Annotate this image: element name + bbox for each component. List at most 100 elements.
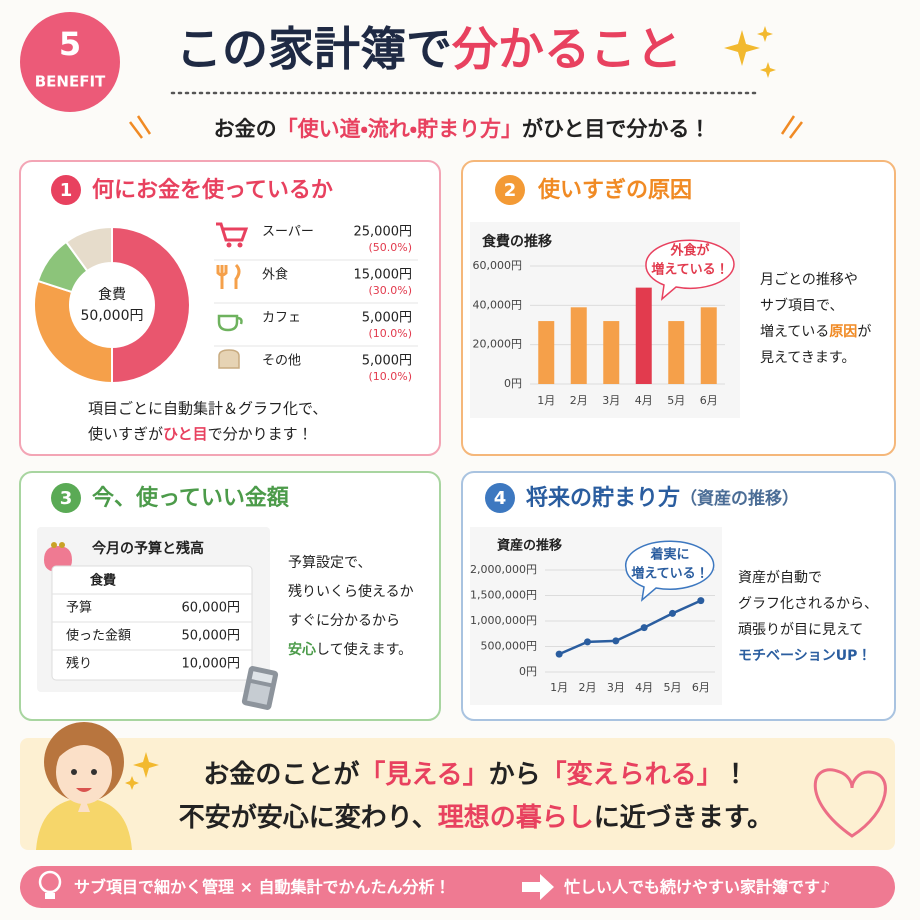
banner-part: 不安が安心に変わり、 xyxy=(179,802,438,833)
point xyxy=(697,597,705,605)
banner-highlight: 「変えられる」 xyxy=(541,759,723,790)
description-highlight: 安心 xyxy=(288,641,316,658)
donut-segment xyxy=(64,225,113,273)
bar xyxy=(570,307,587,384)
subtitle: お金の「使い道・流れ・貯まり方」がひと目で分かる！ xyxy=(214,117,711,141)
description-line: 予算設定で、 xyxy=(288,555,371,571)
legend-percent: (50.0%) xyxy=(368,241,412,254)
x-tick-label: 4月 xyxy=(635,394,653,407)
bar xyxy=(635,287,652,384)
purse-icon xyxy=(51,542,57,548)
cart-icon xyxy=(216,222,249,242)
budget-category: 食費 xyxy=(90,573,116,589)
caption-part: 使いすぎが xyxy=(88,425,163,443)
panel-title: 使いすぎの原因 xyxy=(537,177,692,203)
legend-amount: 5,000円 xyxy=(362,354,412,369)
title: この家計簿で分かること xyxy=(176,22,682,76)
description-part: して使えます。 xyxy=(316,641,412,658)
panel-number: 1 xyxy=(60,180,73,201)
caption-highlight: ひと目 xyxy=(163,425,208,443)
y-tick-label: 40,000円 xyxy=(473,298,523,311)
panel-number-badge xyxy=(495,175,525,205)
y-tick-label: 1,500,000円 xyxy=(470,589,537,602)
banner-line: 不安が安心に変わり、理想の暮らしに近づきます。 xyxy=(179,802,773,833)
budget-row-label: 残り xyxy=(66,657,92,672)
banner-part: から xyxy=(489,760,541,790)
description-line: 安心して使えます。 xyxy=(288,641,412,658)
budget-title: 今月の予算と残高 xyxy=(92,540,204,557)
callout xyxy=(645,239,735,301)
subtitle-highlight: 「使い道・流れ・貯まり方」 xyxy=(277,117,522,141)
title-highlight: 分かること xyxy=(451,22,682,76)
description-line: モチベーションUP！ xyxy=(738,648,871,664)
legend-amount: 5,000円 xyxy=(362,311,412,326)
subtitle-part: お金の xyxy=(214,117,277,141)
badge xyxy=(20,12,120,112)
panel-number: 3 xyxy=(60,488,73,509)
panel-number-badge xyxy=(51,483,81,513)
woman-illustration xyxy=(36,722,132,850)
callout-text: 増えている！ xyxy=(651,262,728,278)
chart-title: 食費の推移 xyxy=(482,233,552,250)
donut-center-value: 50,000円 xyxy=(81,308,144,324)
donut-segment xyxy=(33,279,113,385)
y-tick-label: 60,000円 xyxy=(473,259,523,272)
legend-amount: 15,000円 xyxy=(354,268,413,283)
bread-icon xyxy=(218,349,240,369)
legend-amount: 25,000円 xyxy=(354,225,413,240)
chart-title: 資産の推移 xyxy=(497,538,562,554)
y-tick-label: 2,000,000円 xyxy=(470,563,537,576)
description-part: が xyxy=(857,324,871,340)
footer xyxy=(20,866,895,908)
subtitle-part: がひと目で分かる！ xyxy=(522,117,710,141)
budget-row-value: 60,000円 xyxy=(182,601,241,616)
description-highlight: 原因 xyxy=(829,324,857,340)
y-tick-label: 0円 xyxy=(519,665,537,678)
point xyxy=(555,650,563,658)
cart-icon xyxy=(226,242,232,248)
legend-percent: (10.0%) xyxy=(368,370,412,383)
y-tick-label: 20,000円 xyxy=(473,338,523,351)
legend-label: その他 xyxy=(262,354,301,369)
legend: スーパー 25,000円(50.0%) 外食 15,000円(30.0%) カフェ 5,0… xyxy=(214,225,418,383)
heart xyxy=(813,768,887,838)
bar xyxy=(700,307,717,384)
budget-row-value: 10,000円 xyxy=(182,657,241,672)
x-tick-label: 6月 xyxy=(692,681,710,694)
face xyxy=(56,740,112,804)
legend-label: スーパー xyxy=(262,225,314,240)
x-tick-label: 2月 xyxy=(570,394,588,407)
banner-part: お金のことが xyxy=(203,759,359,790)
description-line: すぐに分かるから xyxy=(288,613,400,629)
caption-line: 項目ごとに自動集計＆グラフ化で、 xyxy=(88,400,327,418)
badge-label: BENEFIT xyxy=(35,73,106,91)
hands xyxy=(78,796,90,812)
panel-number-badge xyxy=(485,483,515,513)
legend-label: カフェ xyxy=(262,311,301,326)
budget-row-label: 使った金額 xyxy=(66,628,131,644)
x-tick-label: 4月 xyxy=(635,681,653,694)
caption-part: で分かります！ xyxy=(208,425,313,443)
description-line: 月ごとの推移や xyxy=(760,272,858,288)
x-tick-label: 1月 xyxy=(537,394,555,407)
eye xyxy=(71,769,77,775)
banner-part: ！ xyxy=(723,760,749,790)
line xyxy=(558,599,702,656)
line-chart: 0円 500,000円 1,000,000円 1,500,000円 2,000,000円… xyxy=(470,563,715,694)
bar xyxy=(538,321,555,384)
y-tick-label: 1,000,000円 xyxy=(470,614,537,627)
bulb-icon xyxy=(38,870,62,894)
budget-row-value: 50,000円 xyxy=(182,629,241,644)
arrow xyxy=(522,874,554,900)
bar xyxy=(668,321,685,384)
description-part: 増えている xyxy=(760,324,829,340)
sparkle xyxy=(125,752,159,790)
x-tick-label: 1月 xyxy=(550,681,568,694)
panel-title: 今、使っていい金額 xyxy=(92,485,290,511)
panel-title-note: （資産の推移） xyxy=(680,488,799,509)
x-tick-label: 2月 xyxy=(579,681,597,694)
donut-segment xyxy=(111,225,191,385)
banner xyxy=(20,738,895,850)
calculator-screen xyxy=(251,671,273,684)
